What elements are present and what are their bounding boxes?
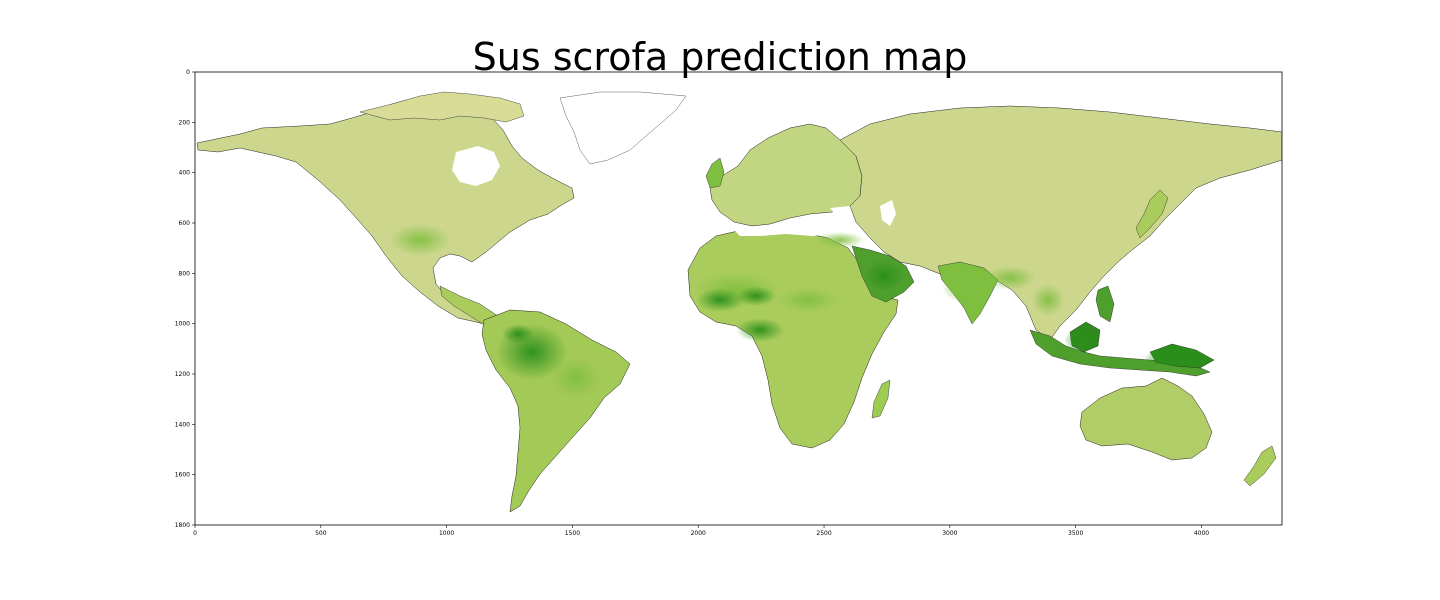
y-tick-label: 1200 bbox=[175, 371, 190, 378]
y-tick-label: 1800 bbox=[175, 522, 190, 529]
x-tick-label: 1500 bbox=[565, 530, 580, 537]
x-tick-label: 3000 bbox=[942, 530, 957, 537]
landmass-japan bbox=[1135, 189, 1169, 239]
landmass-arctic-islands bbox=[359, 91, 525, 123]
y-tick-label: 400 bbox=[179, 170, 191, 177]
x-tick-label: 4000 bbox=[1194, 530, 1209, 537]
landmass-australia bbox=[1079, 377, 1213, 461]
landmass-madagascar bbox=[871, 379, 891, 419]
x-tick-label: 500 bbox=[315, 530, 327, 537]
plot-frame bbox=[194, 71, 1283, 526]
x-tick-label: 3500 bbox=[1068, 530, 1083, 537]
y-axis: 0 200 400 600 800 1000 1200 1400 1600 1800 bbox=[175, 69, 195, 529]
y-tick-label: 1400 bbox=[175, 421, 190, 428]
x-tick-label: 0 bbox=[193, 530, 197, 537]
y-tick-label: 800 bbox=[179, 270, 191, 277]
x-tick-label: 1000 bbox=[439, 530, 454, 537]
landmass-philippines bbox=[1095, 285, 1115, 323]
landmass-north-america bbox=[196, 95, 575, 327]
y-tick-label: 0 bbox=[186, 69, 190, 76]
landmass-british-isles bbox=[705, 157, 725, 189]
landmass-greenland bbox=[559, 91, 687, 165]
water-mediterranean bbox=[732, 222, 836, 236]
map-land-layer bbox=[196, 91, 1282, 513]
y-tick-label: 1000 bbox=[175, 321, 190, 328]
x-tick-label: 2500 bbox=[816, 530, 831, 537]
y-tick-label: 200 bbox=[179, 119, 191, 126]
water-hudson-bay bbox=[452, 146, 500, 186]
y-tick-label: 1600 bbox=[175, 472, 190, 479]
y-tick-label: 600 bbox=[179, 220, 191, 227]
prediction-hotspots bbox=[390, 224, 1188, 398]
x-axis: 0 500 1000 1500 2000 2500 3000 3500 4000 bbox=[193, 525, 1209, 537]
water-black-sea bbox=[830, 206, 852, 216]
water-caspian bbox=[880, 200, 896, 226]
x-tick-label: 2000 bbox=[691, 530, 706, 537]
landmass-new-zealand bbox=[1243, 445, 1277, 487]
